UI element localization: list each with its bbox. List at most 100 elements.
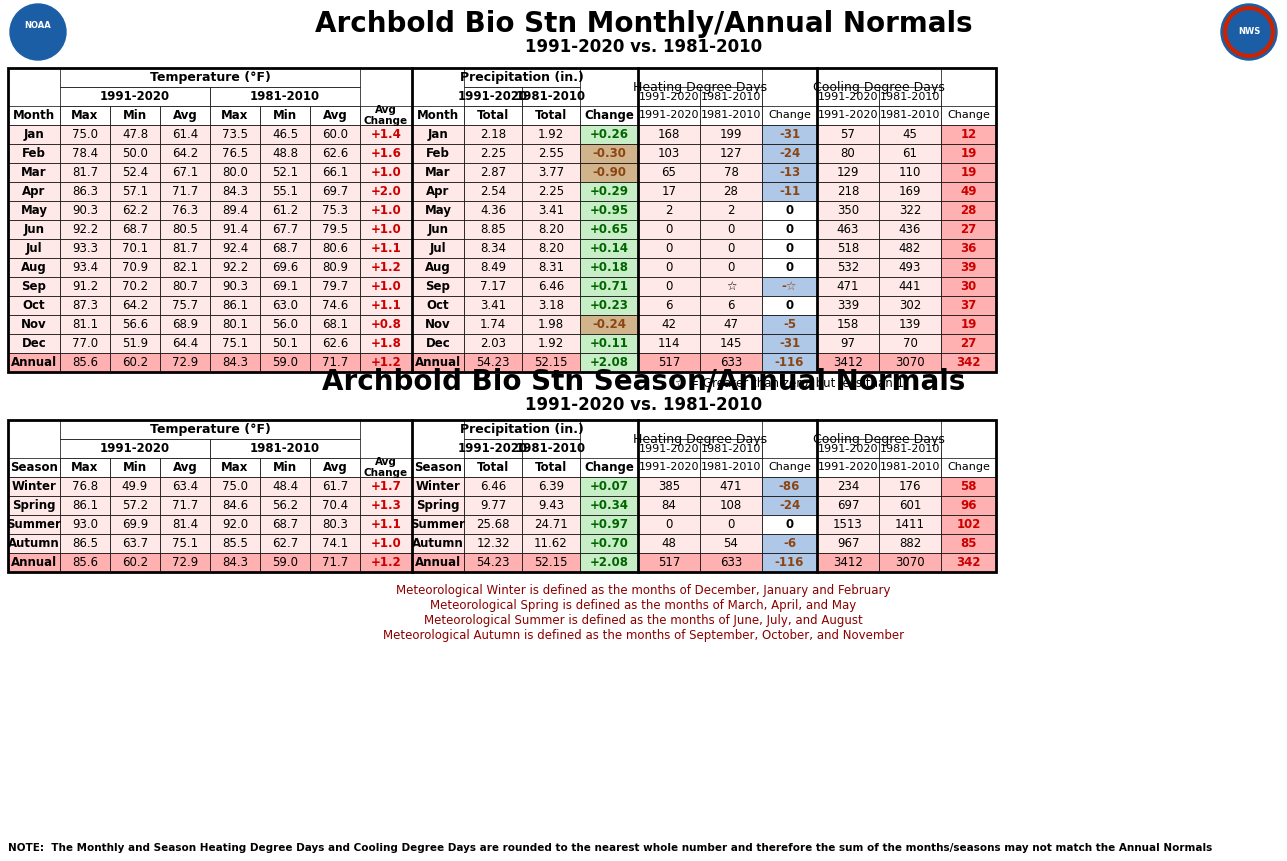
Text: Temperature (°F): Temperature (°F) <box>149 423 270 436</box>
Bar <box>412 239 465 258</box>
Text: 69.6: 69.6 <box>272 261 299 274</box>
Bar <box>109 106 160 125</box>
Text: 1.98: 1.98 <box>538 318 564 331</box>
Bar <box>817 496 879 515</box>
Text: Dec: Dec <box>426 337 450 350</box>
Bar <box>762 182 817 201</box>
Text: Annual: Annual <box>414 356 461 369</box>
Bar <box>109 277 160 296</box>
Bar <box>412 125 465 144</box>
Bar <box>412 477 465 496</box>
Text: 1991-2020: 1991-2020 <box>817 91 878 102</box>
Text: 342: 342 <box>956 356 981 369</box>
Bar <box>160 239 210 258</box>
Bar <box>210 477 260 496</box>
Text: Aug: Aug <box>425 261 450 274</box>
Text: 8.34: 8.34 <box>480 242 506 255</box>
Text: 633: 633 <box>719 356 743 369</box>
Bar <box>700 477 762 496</box>
Text: +1.0: +1.0 <box>371 280 402 293</box>
Text: +1.2: +1.2 <box>371 261 402 274</box>
Text: 85.5: 85.5 <box>223 537 248 550</box>
Text: Sep: Sep <box>22 280 46 293</box>
Bar <box>210 277 260 296</box>
Bar <box>109 258 160 277</box>
Bar <box>210 182 260 201</box>
Text: Winter: Winter <box>416 480 461 493</box>
Bar <box>580 496 638 515</box>
Text: +0.29: +0.29 <box>589 185 628 198</box>
Bar <box>523 496 580 515</box>
Bar <box>879 553 941 572</box>
Text: 19: 19 <box>960 318 977 331</box>
Bar <box>8 125 60 144</box>
Bar <box>160 201 210 220</box>
Bar <box>700 458 762 477</box>
Bar <box>60 182 109 201</box>
Text: 9.77: 9.77 <box>480 499 506 512</box>
Text: 52.1: 52.1 <box>272 166 299 179</box>
Text: Jan: Jan <box>427 128 448 141</box>
Text: 3070: 3070 <box>896 356 925 369</box>
Text: Autumn: Autumn <box>412 537 463 550</box>
Text: 19: 19 <box>960 147 977 160</box>
Text: 8.20: 8.20 <box>538 223 564 236</box>
Text: Max: Max <box>71 461 99 474</box>
Bar <box>260 534 310 553</box>
Bar <box>580 277 638 296</box>
Text: +0.8: +0.8 <box>371 318 402 331</box>
Bar <box>210 458 260 477</box>
Text: 532: 532 <box>837 261 860 274</box>
Text: +1.1: +1.1 <box>371 299 402 312</box>
Text: -24: -24 <box>779 147 801 160</box>
Text: 54.23: 54.23 <box>476 556 510 569</box>
Bar <box>700 534 762 553</box>
Bar <box>523 553 580 572</box>
Text: Apr: Apr <box>22 185 45 198</box>
Text: +1.0: +1.0 <box>371 537 402 550</box>
Bar <box>60 239 109 258</box>
Bar <box>817 296 879 315</box>
Bar <box>8 496 60 515</box>
Bar <box>465 496 523 515</box>
Text: NOTE:  The Monthly and Season Heating Degree Days and Cooling Degree Days are ro: NOTE: The Monthly and Season Heating Deg… <box>8 843 1212 853</box>
Bar <box>638 420 762 458</box>
Bar <box>879 458 941 477</box>
Bar <box>60 334 109 353</box>
Text: 68.7: 68.7 <box>272 242 299 255</box>
Bar <box>60 220 109 239</box>
Bar <box>879 163 941 182</box>
Bar <box>412 353 465 372</box>
Text: Sep: Sep <box>426 280 450 293</box>
Bar <box>60 87 210 106</box>
Bar <box>160 163 210 182</box>
Text: +0.11: +0.11 <box>589 337 628 350</box>
Bar <box>465 144 523 163</box>
Text: 30: 30 <box>960 280 977 293</box>
Bar <box>817 315 879 334</box>
Bar <box>700 277 762 296</box>
Bar <box>523 439 580 458</box>
Text: Avg: Avg <box>172 461 197 474</box>
Bar <box>109 201 160 220</box>
Bar <box>310 182 360 201</box>
Text: 70.1: 70.1 <box>122 242 148 255</box>
Bar <box>8 296 60 315</box>
Text: Nov: Nov <box>425 318 450 331</box>
Bar <box>210 125 260 144</box>
Text: Min: Min <box>273 109 297 122</box>
Text: 47: 47 <box>723 318 739 331</box>
Text: Change: Change <box>768 110 811 121</box>
Bar <box>360 239 412 258</box>
Bar <box>638 68 762 106</box>
Bar <box>580 296 638 315</box>
Bar <box>580 334 638 353</box>
Text: Temperature (°F): Temperature (°F) <box>149 71 270 84</box>
Text: +0.71: +0.71 <box>589 280 628 293</box>
Text: 91.4: 91.4 <box>221 223 248 236</box>
Bar <box>109 515 160 534</box>
Bar <box>638 144 700 163</box>
Bar <box>210 496 260 515</box>
Bar <box>60 458 109 477</box>
Bar <box>8 353 60 372</box>
